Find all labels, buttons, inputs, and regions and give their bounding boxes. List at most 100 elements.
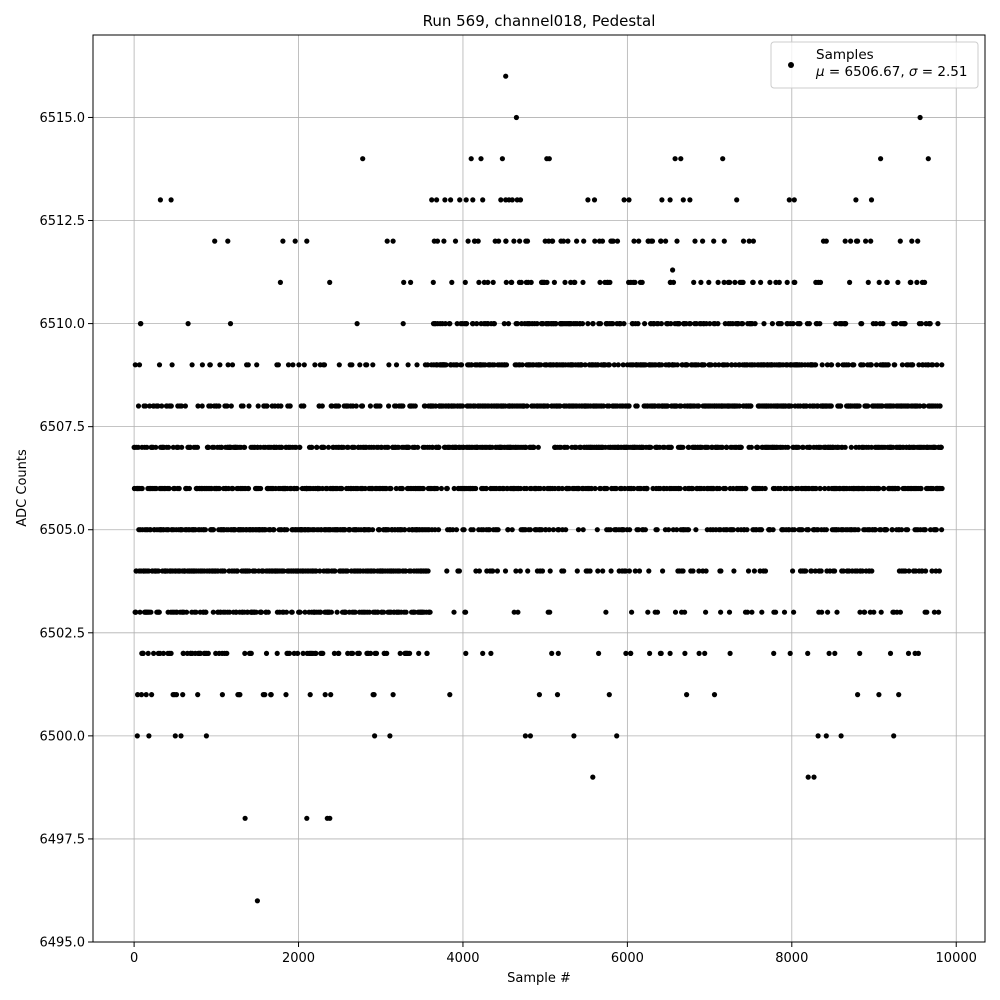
data-point bbox=[887, 650, 894, 657]
data-point bbox=[450, 527, 456, 533]
data-point bbox=[499, 156, 505, 162]
data-point bbox=[427, 609, 433, 615]
data-point bbox=[416, 650, 422, 657]
data-point bbox=[703, 568, 709, 574]
data-point bbox=[658, 650, 664, 657]
data-point bbox=[720, 156, 726, 162]
data-point bbox=[862, 609, 868, 615]
data-point bbox=[721, 238, 727, 244]
data-point bbox=[838, 733, 844, 739]
data-point bbox=[595, 568, 601, 574]
data-point bbox=[386, 362, 392, 368]
data-point bbox=[627, 527, 633, 533]
data-point bbox=[770, 527, 776, 533]
data-point bbox=[722, 485, 729, 492]
data-point bbox=[332, 568, 338, 574]
data-point bbox=[623, 568, 629, 574]
legend-sigma-symbol: σ bbox=[909, 64, 918, 80]
data-point bbox=[800, 444, 806, 450]
axes-frame bbox=[92, 34, 986, 943]
x-tick-label: 2000 bbox=[282, 951, 315, 966]
data-point bbox=[740, 321, 746, 327]
data-point bbox=[147, 403, 153, 409]
data-point bbox=[724, 444, 730, 450]
data-point bbox=[718, 609, 724, 615]
data-point bbox=[749, 609, 755, 615]
data-point bbox=[829, 362, 835, 368]
data-point bbox=[344, 568, 350, 574]
data-point bbox=[711, 692, 718, 698]
data-point bbox=[168, 403, 174, 409]
data-point bbox=[199, 362, 205, 368]
data-point bbox=[895, 485, 901, 492]
y-axis-label: ADC Counts bbox=[15, 449, 30, 527]
data-point bbox=[283, 609, 290, 615]
data-point bbox=[393, 362, 400, 368]
data-point bbox=[822, 485, 828, 492]
data-point bbox=[336, 403, 342, 409]
data-point bbox=[813, 485, 819, 492]
data-point bbox=[620, 362, 626, 368]
data-point bbox=[762, 485, 768, 492]
data-point bbox=[464, 321, 470, 327]
data-point bbox=[135, 692, 141, 698]
data-point bbox=[368, 650, 374, 657]
legend-sigma-value: = 2.51 bbox=[917, 64, 967, 80]
data-point bbox=[670, 267, 676, 273]
data-point bbox=[509, 279, 515, 285]
data-point bbox=[357, 362, 363, 368]
data-point bbox=[146, 733, 152, 739]
data-point bbox=[263, 650, 270, 657]
data-point bbox=[682, 609, 688, 615]
data-point bbox=[286, 650, 293, 657]
data-point bbox=[457, 197, 463, 203]
data-point bbox=[828, 403, 834, 409]
data-point bbox=[519, 362, 525, 368]
data-point bbox=[271, 527, 277, 533]
data-point bbox=[551, 279, 558, 285]
data-point bbox=[799, 527, 805, 533]
data-point bbox=[340, 444, 347, 450]
data-point bbox=[227, 609, 233, 615]
data-point bbox=[390, 692, 396, 698]
data-point bbox=[571, 733, 577, 739]
data-point bbox=[206, 444, 212, 450]
legend-box bbox=[770, 41, 979, 89]
data-point bbox=[397, 650, 403, 657]
data-point bbox=[834, 609, 840, 615]
data-point bbox=[537, 485, 543, 492]
data-point bbox=[591, 197, 598, 203]
data-point bbox=[654, 609, 661, 615]
data-point bbox=[160, 650, 167, 657]
data-point bbox=[185, 321, 191, 327]
data-point bbox=[857, 650, 863, 657]
data-point bbox=[275, 362, 281, 368]
data-point bbox=[331, 650, 337, 657]
data-point bbox=[381, 609, 387, 615]
data-point bbox=[513, 568, 519, 574]
data-point bbox=[649, 238, 656, 244]
data-point bbox=[434, 197, 440, 203]
data-point bbox=[195, 692, 201, 698]
data-point bbox=[297, 444, 303, 450]
legend-label-line1: Samples bbox=[816, 47, 874, 63]
data-point bbox=[511, 238, 517, 244]
data-point bbox=[353, 403, 359, 409]
data-point bbox=[813, 362, 819, 368]
data-point bbox=[897, 238, 903, 244]
data-point bbox=[172, 733, 178, 739]
data-point bbox=[385, 444, 391, 450]
data-point bbox=[442, 197, 448, 203]
data-point bbox=[503, 238, 509, 244]
data-point bbox=[647, 650, 653, 657]
y-tick-label: 6512.5 bbox=[40, 214, 86, 229]
data-point bbox=[610, 238, 616, 244]
data-point bbox=[797, 321, 803, 327]
data-point bbox=[706, 279, 712, 285]
data-point bbox=[442, 321, 448, 327]
data-point bbox=[674, 362, 681, 368]
data-point bbox=[758, 527, 765, 533]
data-point bbox=[246, 568, 252, 574]
data-point bbox=[667, 650, 673, 657]
data-point bbox=[309, 444, 315, 450]
